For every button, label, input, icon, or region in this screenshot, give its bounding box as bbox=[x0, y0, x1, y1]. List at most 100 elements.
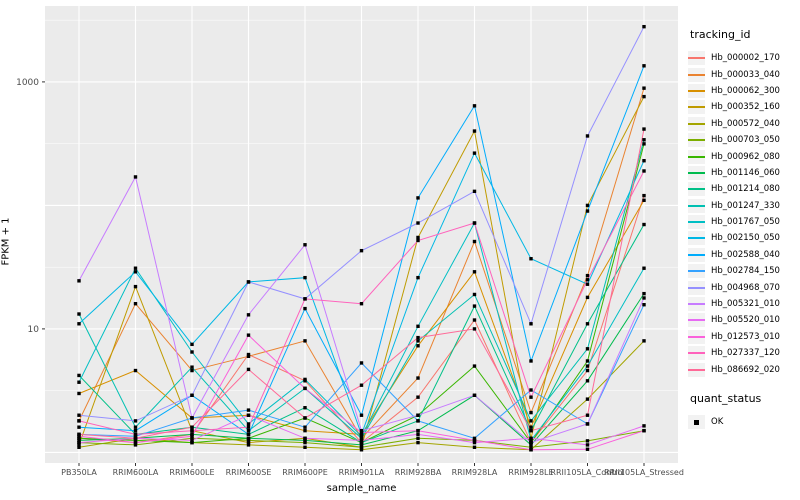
data-point bbox=[529, 440, 533, 445]
data-point bbox=[585, 447, 590, 451]
data-point bbox=[246, 280, 251, 284]
legend-title-tracking-id: tracking_id bbox=[690, 28, 751, 41]
data-point bbox=[642, 94, 646, 99]
data-point bbox=[642, 291, 646, 296]
data-point bbox=[529, 448, 533, 452]
data-point bbox=[585, 364, 590, 368]
legend-key-line-icon bbox=[688, 149, 705, 164]
data-point bbox=[529, 419, 533, 423]
x-tick-label: PB350LA bbox=[61, 468, 97, 477]
data-point bbox=[529, 425, 533, 429]
data-point bbox=[416, 238, 420, 243]
data-point bbox=[359, 448, 364, 452]
data-point bbox=[416, 324, 420, 328]
y-tick-label: 10 bbox=[28, 325, 40, 335]
legend-item-Hb_002784_150: Hb_002784_150 bbox=[688, 263, 800, 279]
data-point bbox=[585, 347, 590, 351]
legend-item-label: Hb_086692_020 bbox=[711, 364, 780, 375]
data-point bbox=[585, 379, 590, 383]
data-point bbox=[77, 440, 81, 445]
data-point bbox=[529, 395, 533, 399]
data-point bbox=[77, 279, 81, 283]
data-point bbox=[529, 322, 533, 326]
legend-key-line-icon bbox=[688, 247, 705, 262]
data-point bbox=[77, 312, 81, 316]
data-point bbox=[642, 127, 646, 131]
x-tick-label: RRIM928LA bbox=[452, 468, 498, 477]
data-point bbox=[416, 413, 420, 417]
data-point bbox=[585, 134, 590, 138]
data-point bbox=[303, 440, 307, 445]
data-point bbox=[77, 373, 81, 378]
data-point bbox=[642, 339, 646, 343]
legend-key-line-icon bbox=[688, 133, 705, 148]
legend-color-line bbox=[688, 352, 705, 355]
data-point bbox=[303, 416, 307, 420]
data-point bbox=[246, 438, 251, 443]
legend-item-Hb_000962_080: Hb_000962_080 bbox=[688, 148, 800, 164]
data-point bbox=[472, 129, 477, 133]
legend-title-quant-status: quant_status bbox=[690, 391, 762, 405]
data-point bbox=[190, 434, 194, 439]
legend-color-line bbox=[688, 57, 705, 60]
x-tick-label: RRIM600PE bbox=[282, 468, 328, 477]
legend-item-Hb_027337_120: Hb_027337_120 bbox=[688, 345, 800, 361]
data-point bbox=[246, 354, 251, 358]
legend-item-Hb_086692_020: Hb_086692_020 bbox=[688, 361, 800, 377]
legend-item-label: Hb_001146_060 bbox=[711, 167, 780, 178]
data-point bbox=[472, 393, 477, 397]
data-point bbox=[359, 438, 364, 443]
data-point bbox=[642, 86, 646, 90]
legend-item-label: Hb_002588_040 bbox=[711, 249, 780, 260]
data-point bbox=[133, 266, 138, 270]
data-point bbox=[585, 209, 590, 213]
legend-item-Hb_001146_060: Hb_001146_060 bbox=[688, 165, 800, 181]
legend-item-label: Hb_000352_160 bbox=[711, 102, 780, 113]
legend-item-Hb_000703_050: Hb_000703_050 bbox=[688, 132, 800, 148]
data-point bbox=[416, 436, 420, 441]
data-point bbox=[529, 436, 533, 441]
data-point bbox=[416, 432, 420, 437]
data-point bbox=[359, 440, 364, 445]
data-point bbox=[190, 425, 194, 429]
data-point bbox=[133, 436, 138, 441]
legend-key-line-icon bbox=[688, 231, 705, 246]
data-point bbox=[133, 284, 138, 289]
legend-item-label: Hb_005321_010 bbox=[711, 299, 780, 310]
data-point bbox=[585, 413, 590, 417]
data-point bbox=[190, 350, 194, 354]
data-point bbox=[472, 438, 477, 443]
data-point bbox=[642, 303, 646, 307]
legend-item-Hb_002588_040: Hb_002588_040 bbox=[688, 247, 800, 263]
legend-item-label: Hb_001767_050 bbox=[711, 217, 780, 228]
data-point bbox=[472, 189, 477, 194]
quant-status-legend: quant_status OK bbox=[688, 392, 800, 430]
legend-item-Hb_000352_160: Hb_000352_160 bbox=[688, 99, 800, 115]
data-point bbox=[529, 443, 533, 447]
legend-color-line bbox=[688, 188, 705, 191]
data-point bbox=[642, 424, 646, 428]
data-point bbox=[642, 138, 646, 142]
legend-key-line-icon bbox=[688, 182, 705, 197]
data-point bbox=[133, 301, 138, 306]
data-point bbox=[416, 196, 420, 200]
data-point bbox=[246, 443, 251, 447]
data-point bbox=[246, 367, 251, 372]
data-point bbox=[190, 436, 194, 441]
data-point bbox=[246, 440, 251, 445]
data-point bbox=[246, 428, 251, 433]
legend-color-line bbox=[688, 73, 705, 76]
data-point bbox=[246, 408, 251, 412]
data-point bbox=[416, 335, 420, 340]
data-point bbox=[642, 64, 646, 68]
data-point bbox=[190, 432, 194, 437]
data-point bbox=[133, 438, 138, 443]
legend-key-line-icon bbox=[688, 100, 705, 115]
data-point bbox=[190, 365, 194, 369]
legend-color-line bbox=[688, 89, 705, 92]
legend-item-Hb_004968_070: Hb_004968_070 bbox=[688, 279, 800, 295]
legend-item-label: Hb_000703_050 bbox=[711, 135, 780, 146]
data-point bbox=[416, 344, 420, 348]
data-point bbox=[77, 391, 81, 396]
